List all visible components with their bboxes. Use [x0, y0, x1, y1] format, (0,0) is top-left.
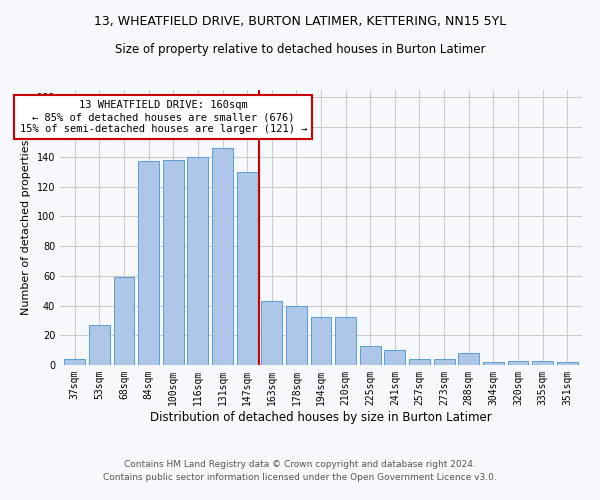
Bar [409, 359, 430, 365]
Bar [483, 362, 504, 365]
Bar [557, 362, 578, 365]
Y-axis label: Number of detached properties: Number of detached properties [21, 140, 31, 315]
Bar [89, 325, 110, 365]
Bar [434, 359, 455, 365]
Bar [261, 301, 282, 365]
Bar [138, 162, 159, 365]
Text: 13 WHEATFIELD DRIVE: 160sqm
← 85% of detached houses are smaller (676)
15% of se: 13 WHEATFIELD DRIVE: 160sqm ← 85% of det… [20, 100, 307, 134]
Bar [508, 360, 529, 365]
Bar [532, 360, 553, 365]
Text: 13, WHEATFIELD DRIVE, BURTON LATIMER, KETTERING, NN15 5YL: 13, WHEATFIELD DRIVE, BURTON LATIMER, KE… [94, 15, 506, 28]
Bar [236, 172, 257, 365]
Text: Size of property relative to detached houses in Burton Latimer: Size of property relative to detached ho… [115, 42, 485, 56]
Bar [360, 346, 381, 365]
Bar [64, 359, 85, 365]
Bar [311, 318, 331, 365]
Bar [113, 278, 134, 365]
Bar [458, 353, 479, 365]
Bar [212, 148, 233, 365]
Bar [187, 157, 208, 365]
Bar [163, 160, 184, 365]
Bar [335, 318, 356, 365]
X-axis label: Distribution of detached houses by size in Burton Latimer: Distribution of detached houses by size … [150, 410, 492, 424]
Bar [385, 350, 406, 365]
Text: Contains HM Land Registry data © Crown copyright and database right 2024.
Contai: Contains HM Land Registry data © Crown c… [103, 460, 497, 482]
Bar [286, 306, 307, 365]
